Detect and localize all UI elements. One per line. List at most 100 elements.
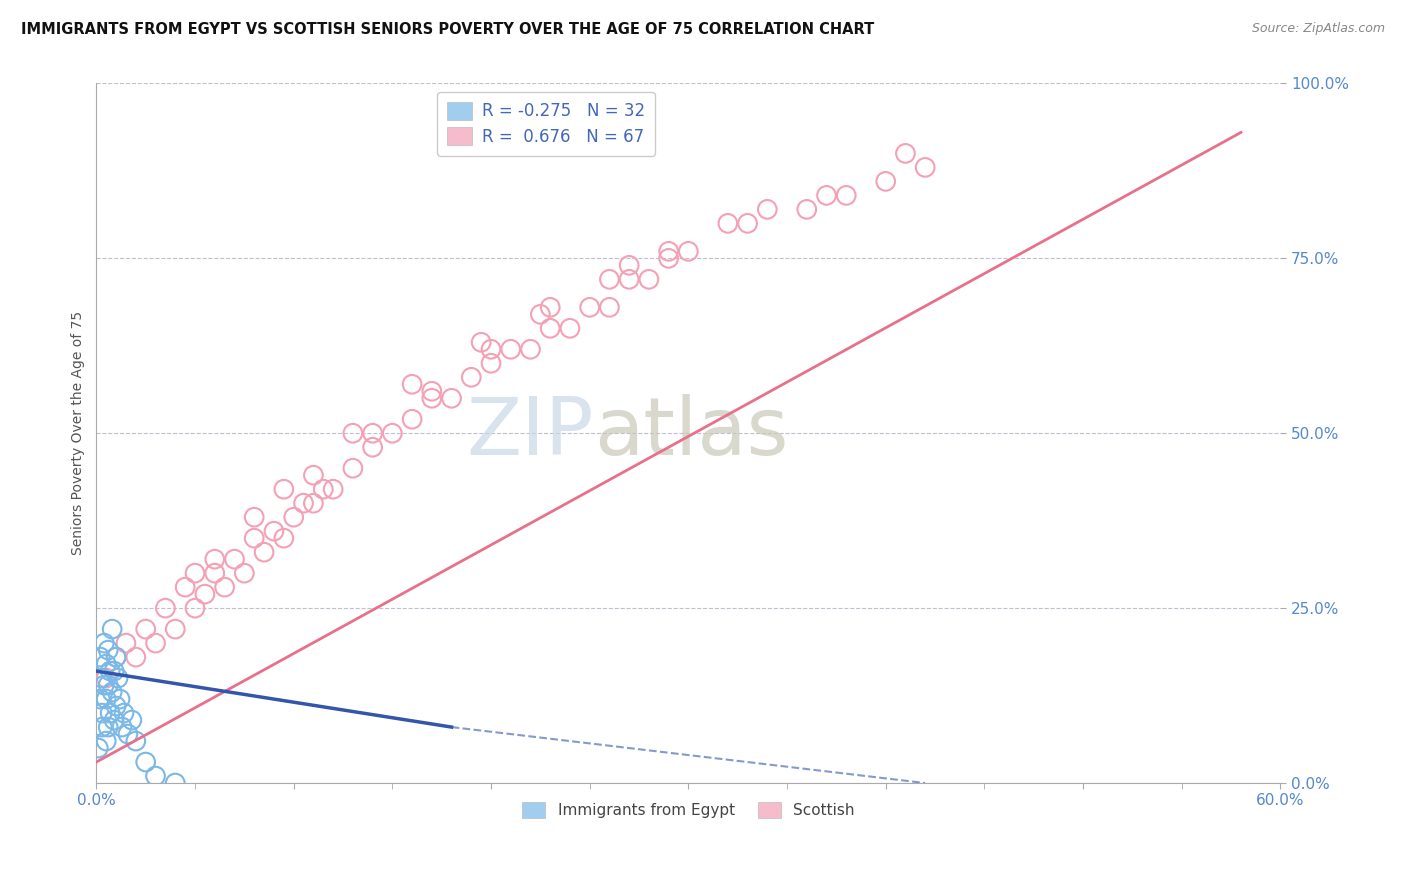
- Point: [894, 146, 917, 161]
- Point: [184, 601, 207, 615]
- Point: [107, 671, 129, 685]
- Point: [98, 664, 121, 678]
- Point: [174, 580, 197, 594]
- Point: [756, 202, 779, 217]
- Point: [678, 244, 700, 259]
- Point: [273, 482, 295, 496]
- Point: [835, 188, 858, 202]
- Point: [96, 657, 118, 672]
- Point: [155, 601, 177, 615]
- Point: [617, 258, 640, 272]
- Point: [93, 636, 115, 650]
- Point: [117, 727, 139, 741]
- Point: [96, 671, 118, 685]
- Point: [638, 272, 661, 286]
- Point: [479, 356, 502, 370]
- Point: [420, 391, 443, 405]
- Point: [135, 622, 157, 636]
- Point: [342, 461, 364, 475]
- Point: [89, 650, 111, 665]
- Point: [302, 468, 325, 483]
- Point: [717, 216, 740, 230]
- Point: [470, 335, 492, 350]
- Point: [440, 391, 463, 405]
- Point: [479, 343, 502, 357]
- Point: [243, 510, 266, 524]
- Point: [312, 482, 335, 496]
- Point: [361, 426, 384, 441]
- Point: [135, 755, 157, 769]
- Point: [91, 720, 114, 734]
- Point: [91, 706, 114, 720]
- Point: [103, 664, 125, 678]
- Text: Source: ZipAtlas.com: Source: ZipAtlas.com: [1251, 22, 1385, 36]
- Point: [224, 552, 246, 566]
- Point: [87, 741, 110, 756]
- Point: [558, 321, 581, 335]
- Point: [103, 713, 125, 727]
- Legend: Immigrants from Egypt, Scottish: Immigrants from Egypt, Scottish: [516, 796, 860, 824]
- Point: [263, 524, 285, 538]
- Point: [204, 566, 226, 581]
- Point: [243, 531, 266, 545]
- Point: [401, 377, 423, 392]
- Point: [194, 587, 217, 601]
- Text: IMMIGRANTS FROM EGYPT VS SCOTTISH SENIORS POVERTY OVER THE AGE OF 75 CORRELATION: IMMIGRANTS FROM EGYPT VS SCOTTISH SENIOR…: [21, 22, 875, 37]
- Point: [617, 272, 640, 286]
- Point: [165, 622, 187, 636]
- Point: [815, 188, 838, 202]
- Point: [93, 678, 115, 692]
- Point: [460, 370, 482, 384]
- Point: [322, 482, 344, 496]
- Point: [125, 734, 148, 748]
- Point: [145, 769, 167, 783]
- Point: [101, 622, 124, 636]
- Point: [101, 685, 124, 699]
- Point: [96, 692, 118, 706]
- Point: [578, 301, 600, 315]
- Point: [98, 706, 121, 720]
- Point: [519, 343, 541, 357]
- Point: [283, 510, 305, 524]
- Point: [361, 440, 384, 454]
- Point: [125, 650, 148, 665]
- Point: [105, 699, 128, 714]
- Point: [165, 776, 187, 790]
- Point: [302, 496, 325, 510]
- Point: [875, 174, 897, 188]
- Point: [292, 496, 315, 510]
- Point: [658, 244, 681, 259]
- Point: [737, 216, 759, 230]
- Point: [420, 384, 443, 399]
- Point: [97, 643, 120, 657]
- Point: [91, 671, 114, 685]
- Y-axis label: Seniors Poverty Over the Age of 75: Seniors Poverty Over the Age of 75: [72, 311, 86, 556]
- Point: [499, 343, 522, 357]
- Point: [658, 252, 681, 266]
- Point: [97, 678, 120, 692]
- Point: [204, 552, 226, 566]
- Point: [273, 531, 295, 545]
- Point: [233, 566, 256, 581]
- Point: [253, 545, 276, 559]
- Point: [342, 426, 364, 441]
- Point: [598, 301, 620, 315]
- Point: [121, 713, 143, 727]
- Point: [111, 720, 134, 734]
- Point: [796, 202, 818, 217]
- Point: [105, 650, 128, 665]
- Point: [214, 580, 236, 594]
- Point: [89, 692, 111, 706]
- Text: atlas: atlas: [593, 394, 787, 472]
- Point: [97, 720, 120, 734]
- Point: [184, 566, 207, 581]
- Point: [105, 650, 128, 665]
- Point: [145, 636, 167, 650]
- Point: [108, 692, 131, 706]
- Point: [529, 307, 551, 321]
- Point: [115, 636, 138, 650]
- Point: [112, 706, 135, 720]
- Point: [538, 301, 561, 315]
- Point: [914, 161, 936, 175]
- Point: [96, 734, 118, 748]
